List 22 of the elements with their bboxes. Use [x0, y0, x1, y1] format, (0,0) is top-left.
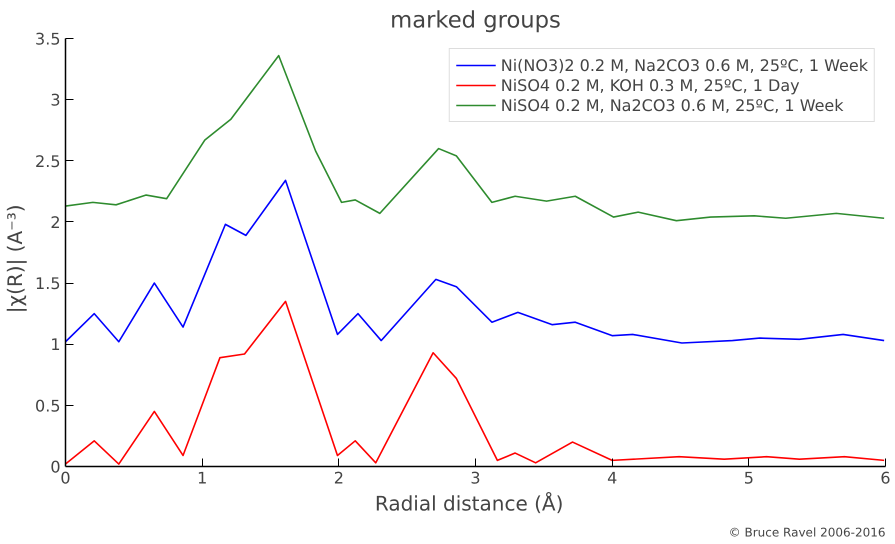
x-tick-label: 5: [744, 468, 754, 488]
x-axis-title: Radial distance (Å): [374, 492, 564, 516]
x-tick-label: 3: [470, 468, 481, 488]
legend-label: Ni(NO3)2 0.2 M, Na2CO3 0.6 M, 25ºC, 1 Week: [500, 56, 868, 74]
y-tick-label: 0.5: [35, 396, 61, 416]
legend-label: NiSO4 0.2 M, Na2CO3 0.6 M, 25ºC, 1 Week: [500, 96, 844, 114]
legend-label: NiSO4 0.2 M, KOH 0.3 M, 25ºC, 1 Day: [500, 76, 800, 94]
y-axis-title: |χ(R)| (A⁻³): [3, 204, 28, 314]
line-series: [66, 180, 885, 344]
y-tick-label: 2: [50, 212, 61, 232]
y-tick-label: 1.5: [35, 274, 61, 294]
y-tick-label: 1: [50, 335, 61, 354]
text: © Bruce Ravel 2006-2016: [728, 526, 886, 540]
line-series: [66, 54, 885, 222]
x-tick-label: 6: [880, 468, 891, 488]
chart-title: marked groups: [390, 8, 561, 34]
y-tick-label: 2.5: [35, 152, 61, 171]
x-tick-label: 2: [334, 468, 344, 488]
x-tick-label: 4: [607, 468, 618, 488]
y-tick-label: 3.5: [35, 30, 61, 48]
x-tick-label: 1: [197, 468, 208, 488]
y-tick-label: 3: [50, 90, 61, 110]
